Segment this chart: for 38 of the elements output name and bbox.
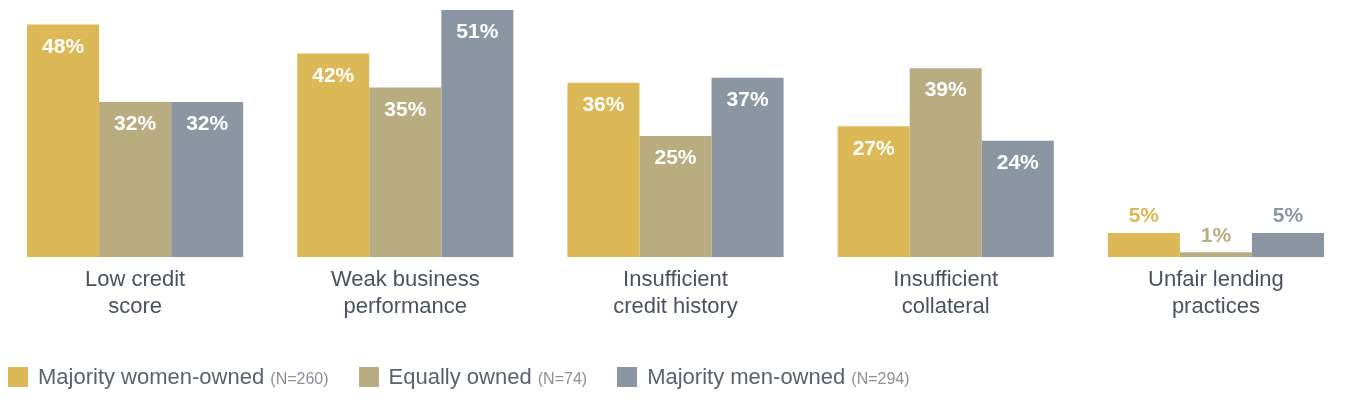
bar [981,140,1054,258]
bar [297,53,370,258]
x-tick-label: Low credit score [84,266,186,318]
bar [1251,232,1324,258]
data-label: 32% [114,111,157,135]
bar [567,82,640,258]
data-label: 37% [726,87,769,111]
x-tick-label: Insufficient credit history [613,266,738,318]
legend-label: Equally owned (N=74) [388,364,588,390]
bar [27,24,100,258]
bar [99,102,172,258]
data-label: 39% [924,77,968,101]
legend-label: Majority men-owned (N=294) [647,364,910,390]
x-tick-label: Unfair lending practices [1148,266,1284,318]
bar [711,77,784,258]
data-label: 42% [312,62,355,86]
data-label: 36% [582,92,625,115]
bar [369,87,442,258]
x-tick-label: Weak business performance [330,266,480,318]
bar [441,10,514,258]
data-label: 25% [654,145,697,169]
data-label: 5% [1128,203,1160,227]
legend-label: Majority women-owned (N=260) [38,364,329,390]
bar [909,68,982,258]
bar [837,126,910,258]
data-label: 35% [384,96,427,120]
data-label: 5% [1272,203,1304,227]
bar [1179,252,1252,258]
data-label: 48% [42,33,85,57]
bar [1107,232,1180,258]
data-label: 51% [456,19,499,43]
data-label: 27% [852,135,895,159]
data-label: 24% [996,150,1040,174]
bar [639,136,712,258]
x-tick-label: Insufficient collateral [893,266,999,318]
data-label: 32% [186,111,229,135]
data-label: 1% [1200,222,1232,246]
bar [171,102,244,258]
